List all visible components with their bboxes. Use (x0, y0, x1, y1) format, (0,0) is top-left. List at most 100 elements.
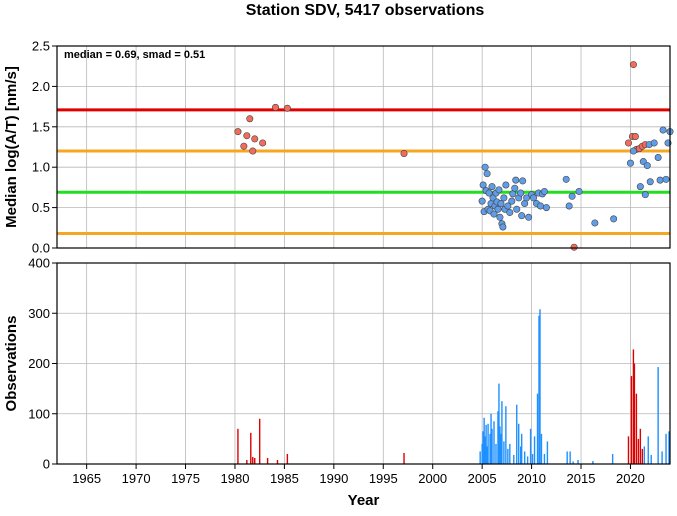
data-point (234, 128, 242, 136)
x-tick-label: 1980 (221, 471, 250, 486)
y-tick-label: 0.5 (32, 200, 50, 215)
data-point (656, 176, 664, 184)
x-tick-label: 2000 (418, 471, 447, 486)
y-tick-label: 2.0 (32, 79, 50, 94)
y-tick-label: 2.5 (32, 39, 50, 54)
data-point (504, 202, 512, 210)
data-point (626, 159, 634, 167)
data-point (490, 210, 498, 218)
data-point (488, 183, 496, 191)
x-tick-label: 1975 (171, 471, 200, 486)
data-point (530, 194, 538, 202)
data-point (259, 139, 267, 147)
data-point (570, 243, 578, 251)
scatter-points (234, 61, 674, 251)
data-point (575, 187, 583, 195)
data-point (240, 142, 248, 150)
data-point (479, 181, 487, 189)
y-tick-label: 0.0 (32, 241, 50, 256)
x-tick-label: 1985 (270, 471, 299, 486)
histogram-bars (237, 309, 670, 464)
data-point (650, 139, 658, 147)
data-point (478, 197, 486, 205)
bottom-y-tick-labels: 0 100 200 300 400 (28, 256, 57, 472)
x-tick-label: 2020 (616, 471, 645, 486)
data-point (272, 103, 280, 111)
data-point (591, 219, 599, 227)
data-point (481, 163, 489, 171)
x-tick-label: 1970 (122, 471, 151, 486)
data-point (568, 192, 576, 200)
data-point (497, 200, 505, 208)
data-point (502, 181, 510, 189)
data-point (517, 189, 525, 197)
top-panel: 0.0 0.5 1.0 1.5 2.0 2.5 median = 0.69, smad =… (3, 39, 674, 256)
data-point (506, 208, 514, 216)
data-point (542, 204, 550, 212)
data-point (508, 197, 516, 205)
data-point (499, 223, 507, 231)
data-point (400, 149, 408, 157)
data-point (629, 61, 637, 69)
data-point (636, 183, 644, 191)
data-point (519, 177, 527, 185)
top-plot-frame (56, 45, 671, 249)
reference-lines (57, 108, 670, 235)
data-point (536, 202, 544, 210)
data-point (631, 132, 639, 140)
top-y-tick-labels: 0.0 0.5 1.0 1.5 2.0 2.5 (32, 39, 57, 256)
data-point (485, 189, 493, 197)
data-point (511, 184, 519, 192)
x-tick-label: 1965 (72, 471, 101, 486)
data-point (500, 194, 508, 202)
top-grid (57, 45, 670, 249)
data-point (246, 115, 254, 123)
y-tick-label: 200 (28, 356, 50, 371)
x-tick-label: 2015 (567, 471, 596, 486)
x-tick-label: 2005 (468, 471, 497, 486)
y-tick-label: 100 (28, 406, 50, 421)
x-tick-label: 2010 (517, 471, 546, 486)
data-point (565, 202, 573, 210)
data-point (659, 126, 667, 134)
y-tick-label: 1.0 (32, 160, 50, 175)
data-point (629, 147, 637, 155)
data-point (518, 212, 526, 220)
data-point (483, 170, 491, 178)
x-tick-labels: 1965 1970 1975 1980 1985 1990 1995 2000 2005 2010… (72, 464, 645, 486)
data-point (562, 175, 570, 183)
y-tick-label: 1.5 (32, 119, 50, 134)
stats-annotation: median = 0.69, smad = 0.51 (64, 49, 205, 61)
data-point (654, 154, 662, 162)
y-tick-label: 400 (28, 256, 50, 271)
data-point (496, 213, 504, 221)
data-point (495, 186, 503, 194)
data-point (523, 194, 531, 202)
data-point (513, 205, 521, 213)
data-point (243, 132, 251, 140)
x-axis-label: Year (348, 492, 380, 509)
y-tick-label: 0 (43, 457, 50, 472)
data-point (512, 176, 520, 184)
y-tick-label: 300 (28, 306, 50, 321)
data-point (525, 213, 533, 221)
data-point (249, 147, 257, 155)
chart-title: Station SDV, 5417 observations (246, 2, 485, 19)
data-point (283, 104, 291, 112)
top-y-axis-label: Median log(A/T) [nm/s] (3, 66, 20, 228)
data-point (646, 178, 654, 186)
bottom-y-axis-label: Observations (3, 316, 20, 412)
data-point (643, 162, 651, 170)
x-tick-label: 1995 (369, 471, 398, 486)
x-tick-label: 1990 (319, 471, 348, 486)
data-point (641, 191, 649, 199)
data-point (610, 215, 618, 223)
data-point (662, 175, 670, 183)
data-point (624, 139, 632, 147)
data-point (540, 187, 548, 195)
data-point (251, 135, 259, 143)
bottom-grid (57, 262, 670, 465)
